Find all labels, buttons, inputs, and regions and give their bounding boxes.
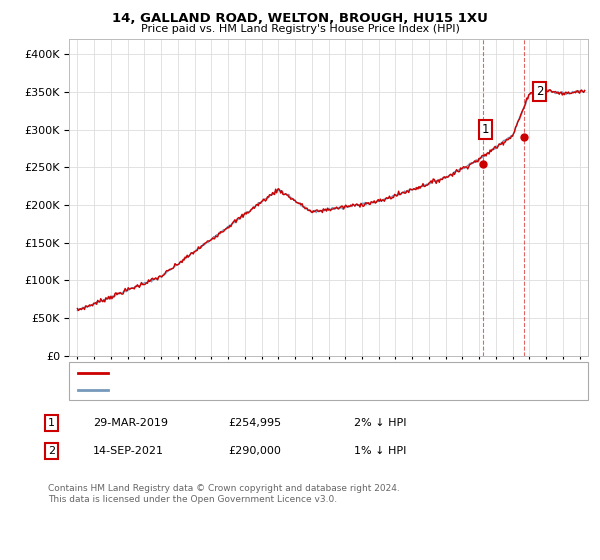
Text: 14, GALLAND ROAD, WELTON, BROUGH, HU15 1XU: 14, GALLAND ROAD, WELTON, BROUGH, HU15 1…: [112, 12, 488, 25]
Text: HPI: Average price, detached house, East Riding of Yorkshire: HPI: Average price, detached house, East…: [114, 385, 409, 395]
Text: Contains HM Land Registry data © Crown copyright and database right 2024.
This d: Contains HM Land Registry data © Crown c…: [48, 484, 400, 504]
Text: 29-MAR-2019: 29-MAR-2019: [93, 418, 168, 428]
Text: 14-SEP-2021: 14-SEP-2021: [93, 446, 164, 456]
Text: Price paid vs. HM Land Registry's House Price Index (HPI): Price paid vs. HM Land Registry's House …: [140, 24, 460, 34]
Text: 1% ↓ HPI: 1% ↓ HPI: [354, 446, 406, 456]
Text: 2% ↓ HPI: 2% ↓ HPI: [354, 418, 407, 428]
Text: £290,000: £290,000: [228, 446, 281, 456]
Text: 2: 2: [536, 86, 543, 99]
Text: 1: 1: [48, 418, 55, 428]
Text: 2: 2: [48, 446, 55, 456]
Text: £254,995: £254,995: [228, 418, 281, 428]
Text: 14, GALLAND ROAD, WELTON, BROUGH, HU15 1XU (detached house): 14, GALLAND ROAD, WELTON, BROUGH, HU15 1…: [114, 368, 453, 378]
Text: 1: 1: [482, 123, 489, 136]
